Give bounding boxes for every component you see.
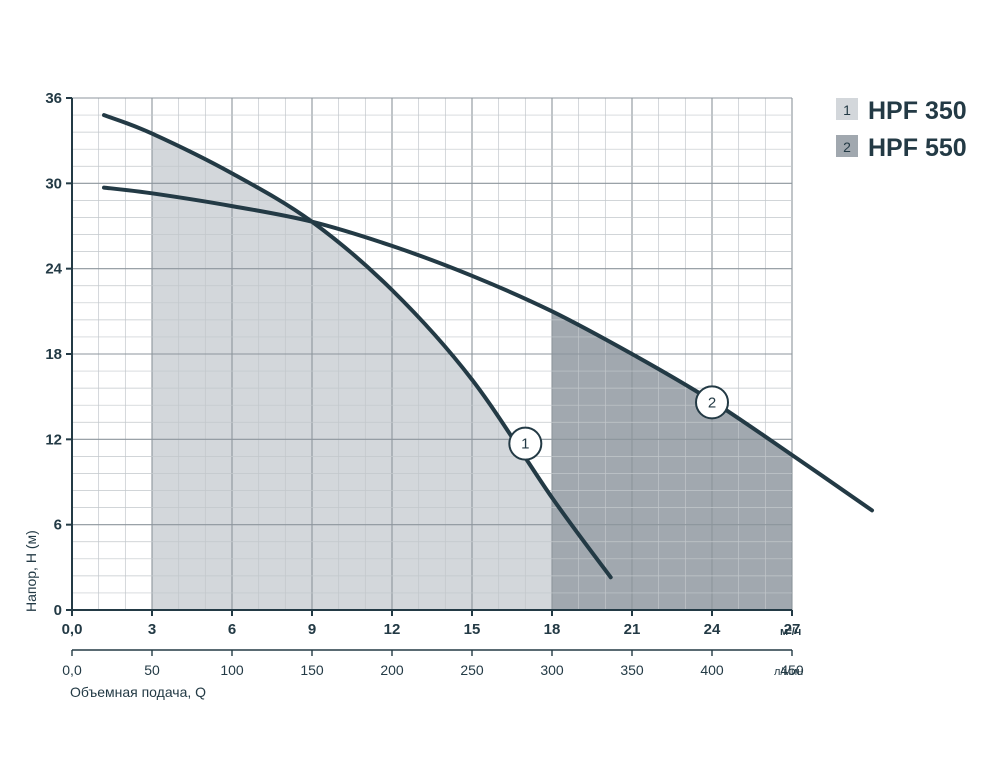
legend-swatch-2 <box>836 135 858 157</box>
curve-hpf-350 <box>102 113 613 580</box>
x-unit-label: м³/ч <box>780 626 801 638</box>
y-tick-label: 0 <box>54 602 62 619</box>
curve-marker-label-2: 2 <box>708 394 716 411</box>
x2-tick-label: 400 <box>700 662 724 678</box>
x-tick-label: 15 <box>464 621 481 638</box>
curve-hpf-550 <box>102 185 874 513</box>
x-tick-label: 0,0 <box>62 621 83 638</box>
legend-name-2: HPF 550 <box>868 134 967 162</box>
x-tick-label: 24 <box>704 621 721 638</box>
curve-marker-1 <box>508 426 543 461</box>
x-tick-label: 6 <box>228 621 236 638</box>
x-tick-label: 9 <box>308 621 316 638</box>
curve-markers: 12 <box>508 385 729 461</box>
x-tick-label: 3 <box>148 621 156 638</box>
working-range-region-1 <box>152 133 552 611</box>
x2-tick-label: 250 <box>460 662 484 678</box>
x-axis-label: Объемная подача, Q <box>70 684 206 700</box>
y-tick-label: 30 <box>45 175 62 192</box>
x2-tick-label: 350 <box>620 662 644 678</box>
x2-tick-label: 200 <box>380 662 404 678</box>
x2-tick-label: 0,0 <box>62 662 82 678</box>
legend-name-1: HPF 350 <box>868 97 967 125</box>
performance-curves <box>102 113 874 580</box>
legend-number-1: 1 <box>843 102 851 118</box>
y-axis-label: Напор, Н (м) <box>23 530 39 612</box>
legend-number-2: 2 <box>843 139 851 155</box>
y-tick-label: 18 <box>45 346 62 363</box>
x2-tick-label: 100 <box>220 662 244 678</box>
legend: 1 HPF 350 2 HPF 550 <box>836 97 967 162</box>
x2-unit-label: л/мин <box>774 666 803 678</box>
grid-lines <box>71 97 793 611</box>
curve-marker-label-1: 1 <box>521 436 529 453</box>
curve-marker-2 <box>695 385 729 420</box>
x-tick-label: 27 <box>784 621 801 638</box>
y-tick-label: 6 <box>54 517 62 534</box>
y-tick-label: 12 <box>45 431 62 448</box>
x2-tick-label: 300 <box>540 662 564 678</box>
working-range-region-2 <box>552 311 792 610</box>
x2-tick-label: 150 <box>300 662 324 678</box>
working-range-regions <box>152 133 792 611</box>
x-tick-label: 21 <box>624 621 641 638</box>
x2-tick-label: 50 <box>144 662 160 678</box>
axes <box>66 97 793 656</box>
y-tick-label: 24 <box>45 261 62 278</box>
x-tick-label: 12 <box>384 621 401 638</box>
legend-swatch-1 <box>836 98 858 120</box>
y-tick-label: 36 <box>45 90 62 107</box>
x2-tick-label: 450 <box>780 662 804 678</box>
x-tick-label: 18 <box>544 621 561 638</box>
